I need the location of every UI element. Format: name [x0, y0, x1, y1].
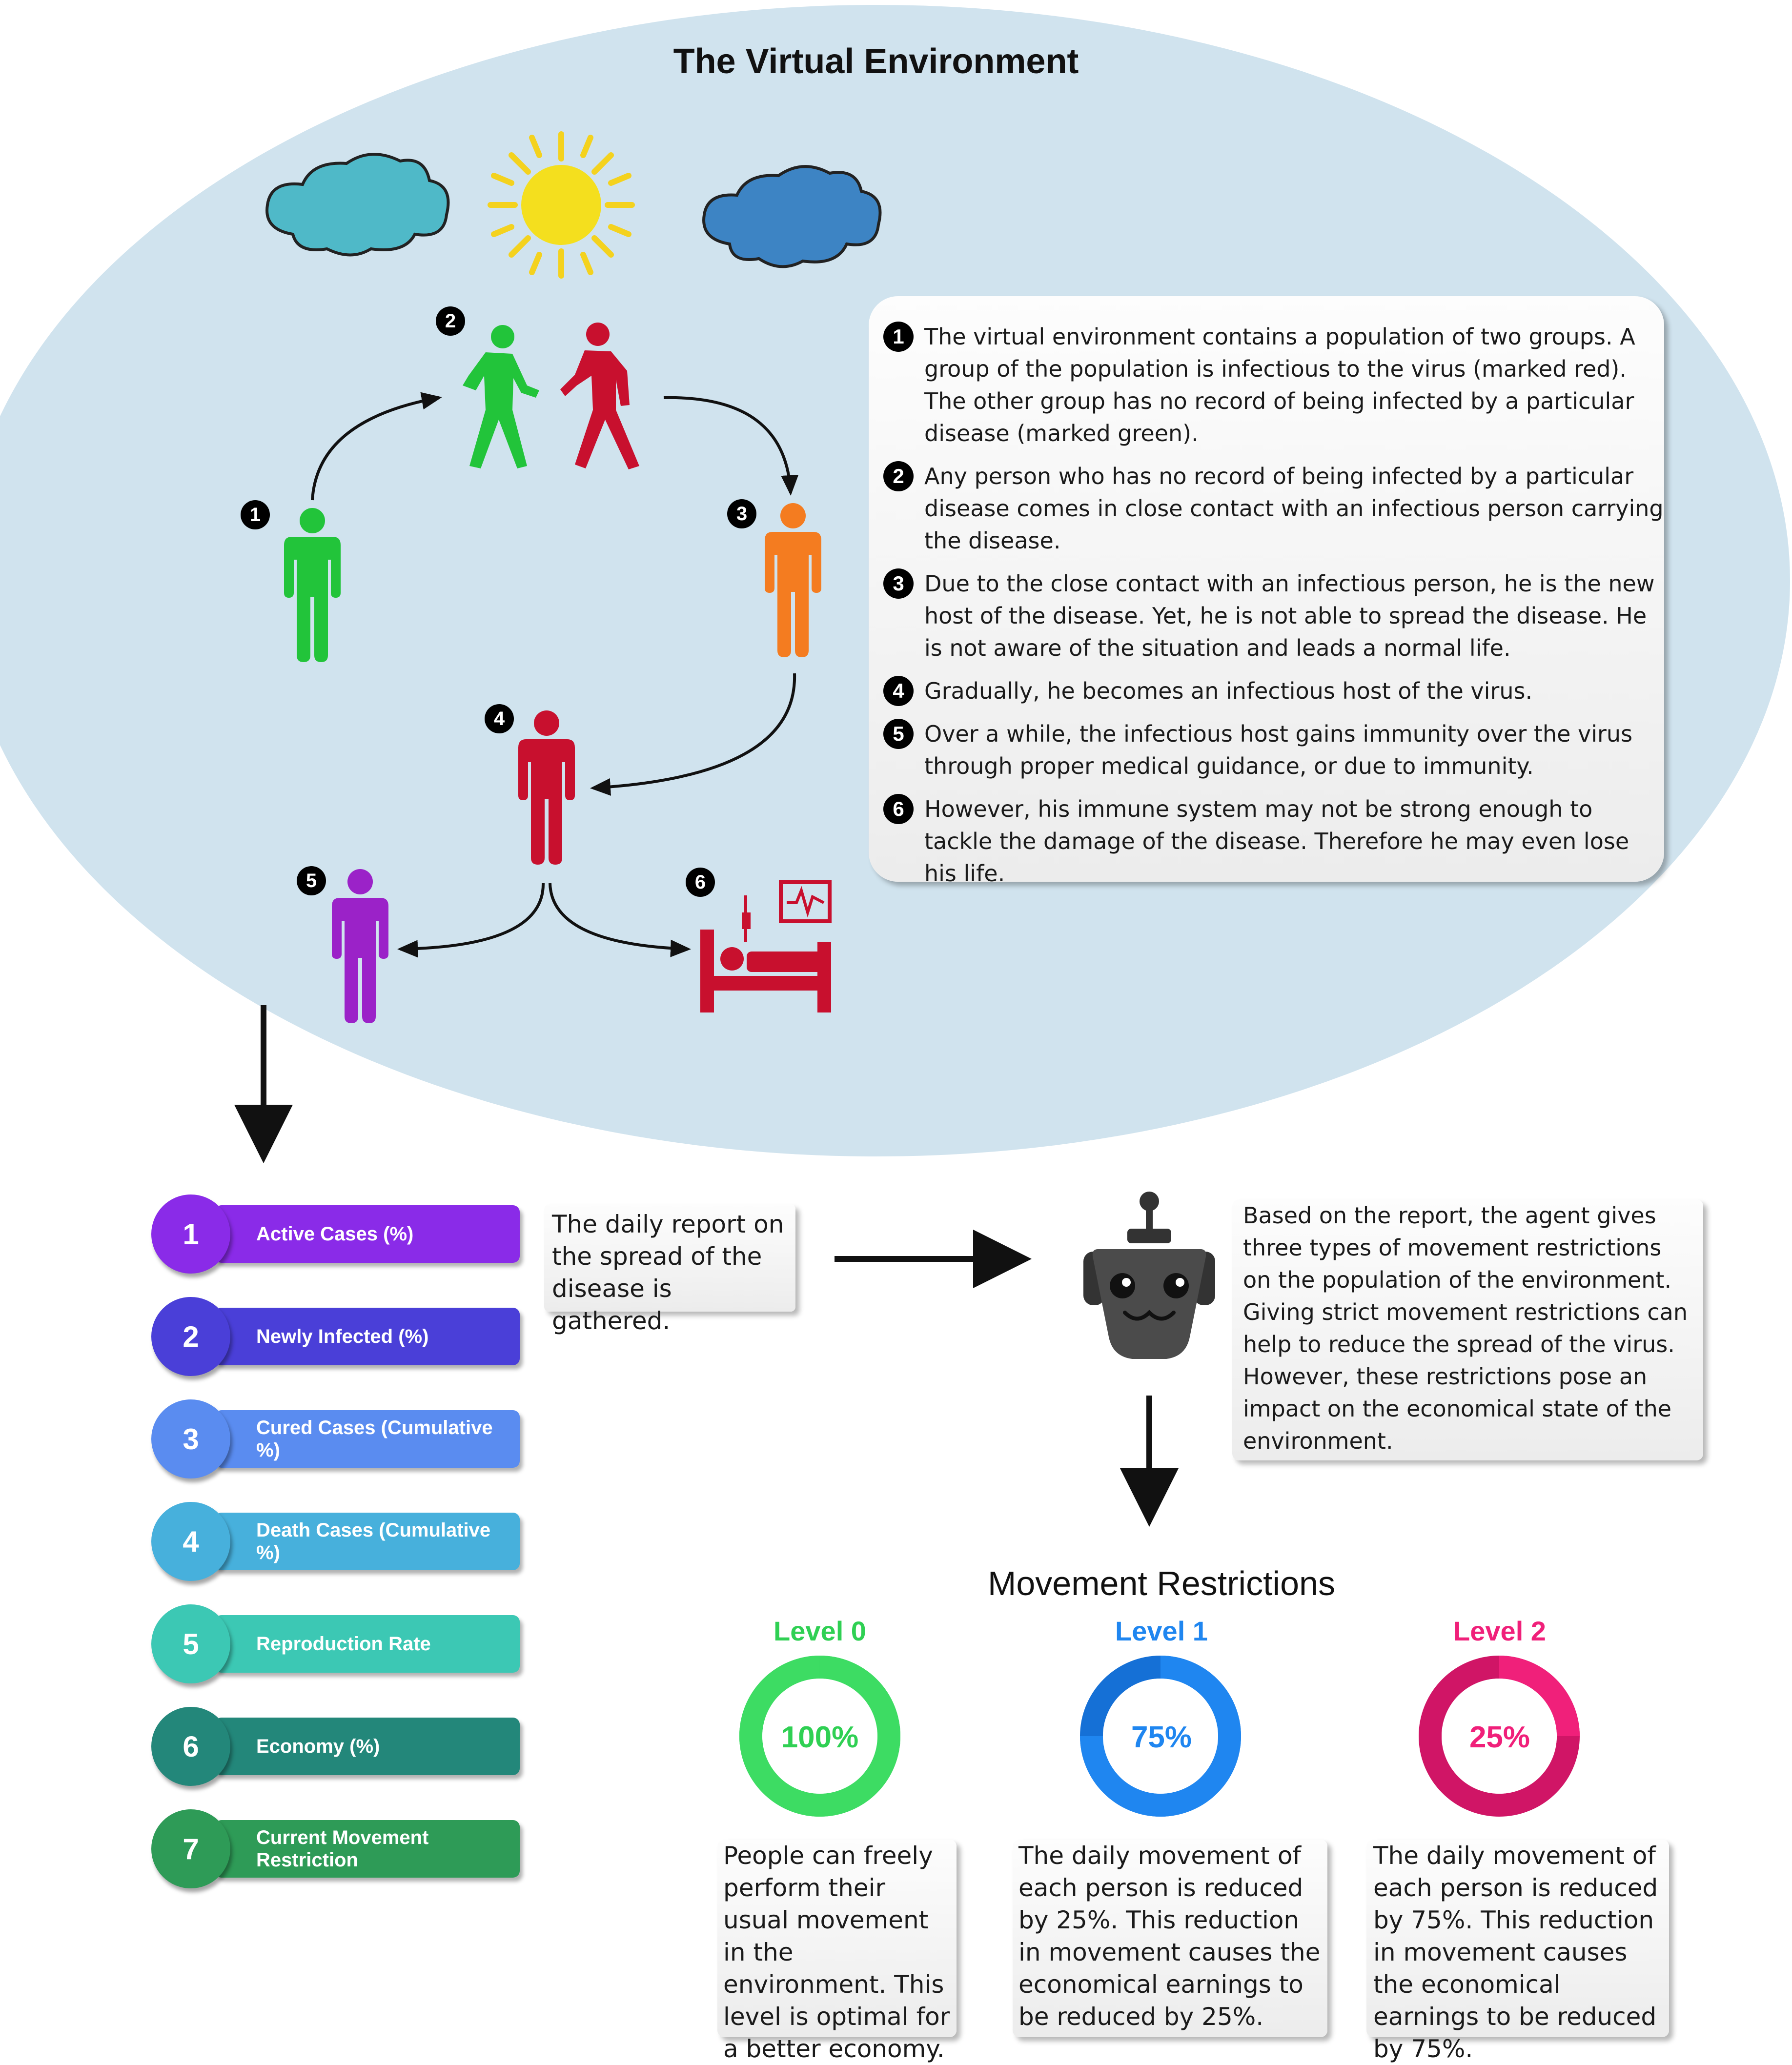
metric-number: 4: [151, 1502, 230, 1581]
arrow-4-to-6: [549, 883, 691, 957]
level-1-description: The daily movement of each person is red…: [1013, 1840, 1327, 2037]
metric-label: Newly Infected (%): [256, 1326, 429, 1347]
metric-bar: [215, 1410, 520, 1468]
metric-label: Economy (%): [256, 1736, 380, 1757]
metric-number: 2: [151, 1297, 230, 1376]
description-badge: 2: [883, 461, 914, 491]
description-text: Due to the close contact with an infecti…: [924, 570, 1655, 661]
metric-bar: [215, 1308, 520, 1365]
level-0-ring-center: [762, 1679, 877, 1794]
description-item-6: 6 However, his immune system may not be …: [883, 793, 1664, 890]
description-badge: 1: [883, 322, 914, 352]
metric-number: 6: [151, 1707, 230, 1786]
description-badge: 3: [883, 568, 914, 599]
description-callout: 1 The virtual environment contains a pop…: [869, 296, 1664, 887]
metric-bar: [215, 1615, 520, 1673]
walking-infectious-person-icon: [560, 323, 639, 469]
metric-bar: [215, 1205, 520, 1263]
level-1-ring-center: [1103, 1679, 1218, 1794]
description-badge: 4: [883, 676, 914, 706]
level-1-title: Level 1: [1115, 1616, 1208, 1646]
metric-newly-infected: Newly Infected (%) 2: [151, 1293, 522, 1376]
metric-economy: Economy (%) 6: [151, 1703, 522, 1786]
description-text: However, his immune system may not be st…: [924, 796, 1629, 887]
cycle-badge-2: 2: [436, 306, 465, 336]
cycle-badge-4: 4: [485, 704, 514, 733]
hospital-bed-icon: [700, 880, 832, 1012]
description-item-3: 3 Due to the close contact with an infec…: [883, 567, 1664, 664]
level-2-description: The daily movement of each person is red…: [1366, 1840, 1669, 2063]
arrow-4-to-5: [397, 883, 545, 958]
metric-label: Cured Cases (Cumulative %): [256, 1417, 493, 1461]
cycle-badge-1: 1: [241, 500, 270, 529]
level-0-percent: 100%: [781, 1721, 859, 1754]
robot-agent-icon: [1083, 1192, 1215, 1359]
movement-restrictions-title: Movement Restrictions: [988, 1564, 1335, 1602]
metric-current-movement-restriction: Current Movement Restriction 7: [151, 1805, 522, 1888]
description-item-5: 5 Over a while, the infectious host gain…: [883, 718, 1664, 782]
metric-bar: [215, 1820, 520, 1878]
arrow-3-to-4: [590, 673, 796, 796]
level-2-percent: 25%: [1469, 1721, 1530, 1754]
sun-icon: [488, 131, 635, 279]
level-1-percent: 75%: [1131, 1721, 1192, 1754]
level-0-title: Level 0: [774, 1616, 866, 1646]
metric-number: 5: [151, 1604, 230, 1683]
level-0-description: People can freely perform their usual mo…: [717, 1840, 957, 2063]
description-badge: 6: [883, 794, 914, 824]
metric-cured-cases: Cured Cases (Cumulative %) 3: [151, 1396, 522, 1478]
cloud-icon: [702, 165, 882, 268]
description-text: Over a while, the infectious host gains …: [924, 721, 1633, 779]
metric-number: 1: [151, 1194, 230, 1274]
description-text: Any person who has no record of being in…: [924, 463, 1664, 554]
metric-bar: [215, 1513, 520, 1570]
description-item-4: 4 Gradually, he becomes an infectious ho…: [883, 675, 1664, 707]
cycle-badge-3: 3: [727, 499, 756, 528]
arrow-1-to-2: [311, 392, 442, 501]
level-2-ring-center: [1442, 1679, 1557, 1794]
metric-number: 3: [151, 1399, 230, 1478]
metric-label: Reproduction Rate: [256, 1633, 431, 1655]
walking-healthy-person-icon: [463, 325, 539, 468]
metric-death-cases: Death Cases (Cumulative %) 4: [151, 1498, 522, 1581]
metric-reproduction-rate: Reproduction Rate 5: [151, 1600, 522, 1683]
description-item-1: 1 The virtual environment contains a pop…: [883, 321, 1664, 449]
page-title: The Virtual Environment: [673, 42, 1079, 81]
description-text: Gradually, he becomes an infectious host…: [924, 678, 1533, 704]
description-text: The virtual environment contains a popul…: [924, 324, 1635, 446]
metric-bar: [215, 1718, 520, 1775]
metric-label: Current Movement Restriction: [256, 1827, 429, 1871]
level-2-ring-fill: [1499, 1656, 1580, 1736]
cycle-badge-5: 5: [297, 866, 326, 895]
metric-label: Death Cases (Cumulative %): [256, 1519, 491, 1563]
metric-active-cases: Active Cases (%) 1: [151, 1191, 522, 1274]
description-item-2: 2 Any person who has no record of being …: [883, 460, 1664, 557]
metric-number: 7: [151, 1809, 230, 1888]
cloud-icon: [265, 153, 450, 257]
report-callout: The daily report on the spread of the di…: [544, 1204, 795, 1335]
agent-callout: Based on the report, the agent gives thr…: [1232, 1199, 1703, 1460]
description-badge: 5: [883, 719, 914, 749]
arrow-2-to-3: [663, 396, 799, 496]
level-2-title: Level 2: [1453, 1616, 1546, 1646]
cycle-badge-6: 6: [686, 868, 715, 897]
metric-label: Active Cases (%): [256, 1223, 414, 1245]
